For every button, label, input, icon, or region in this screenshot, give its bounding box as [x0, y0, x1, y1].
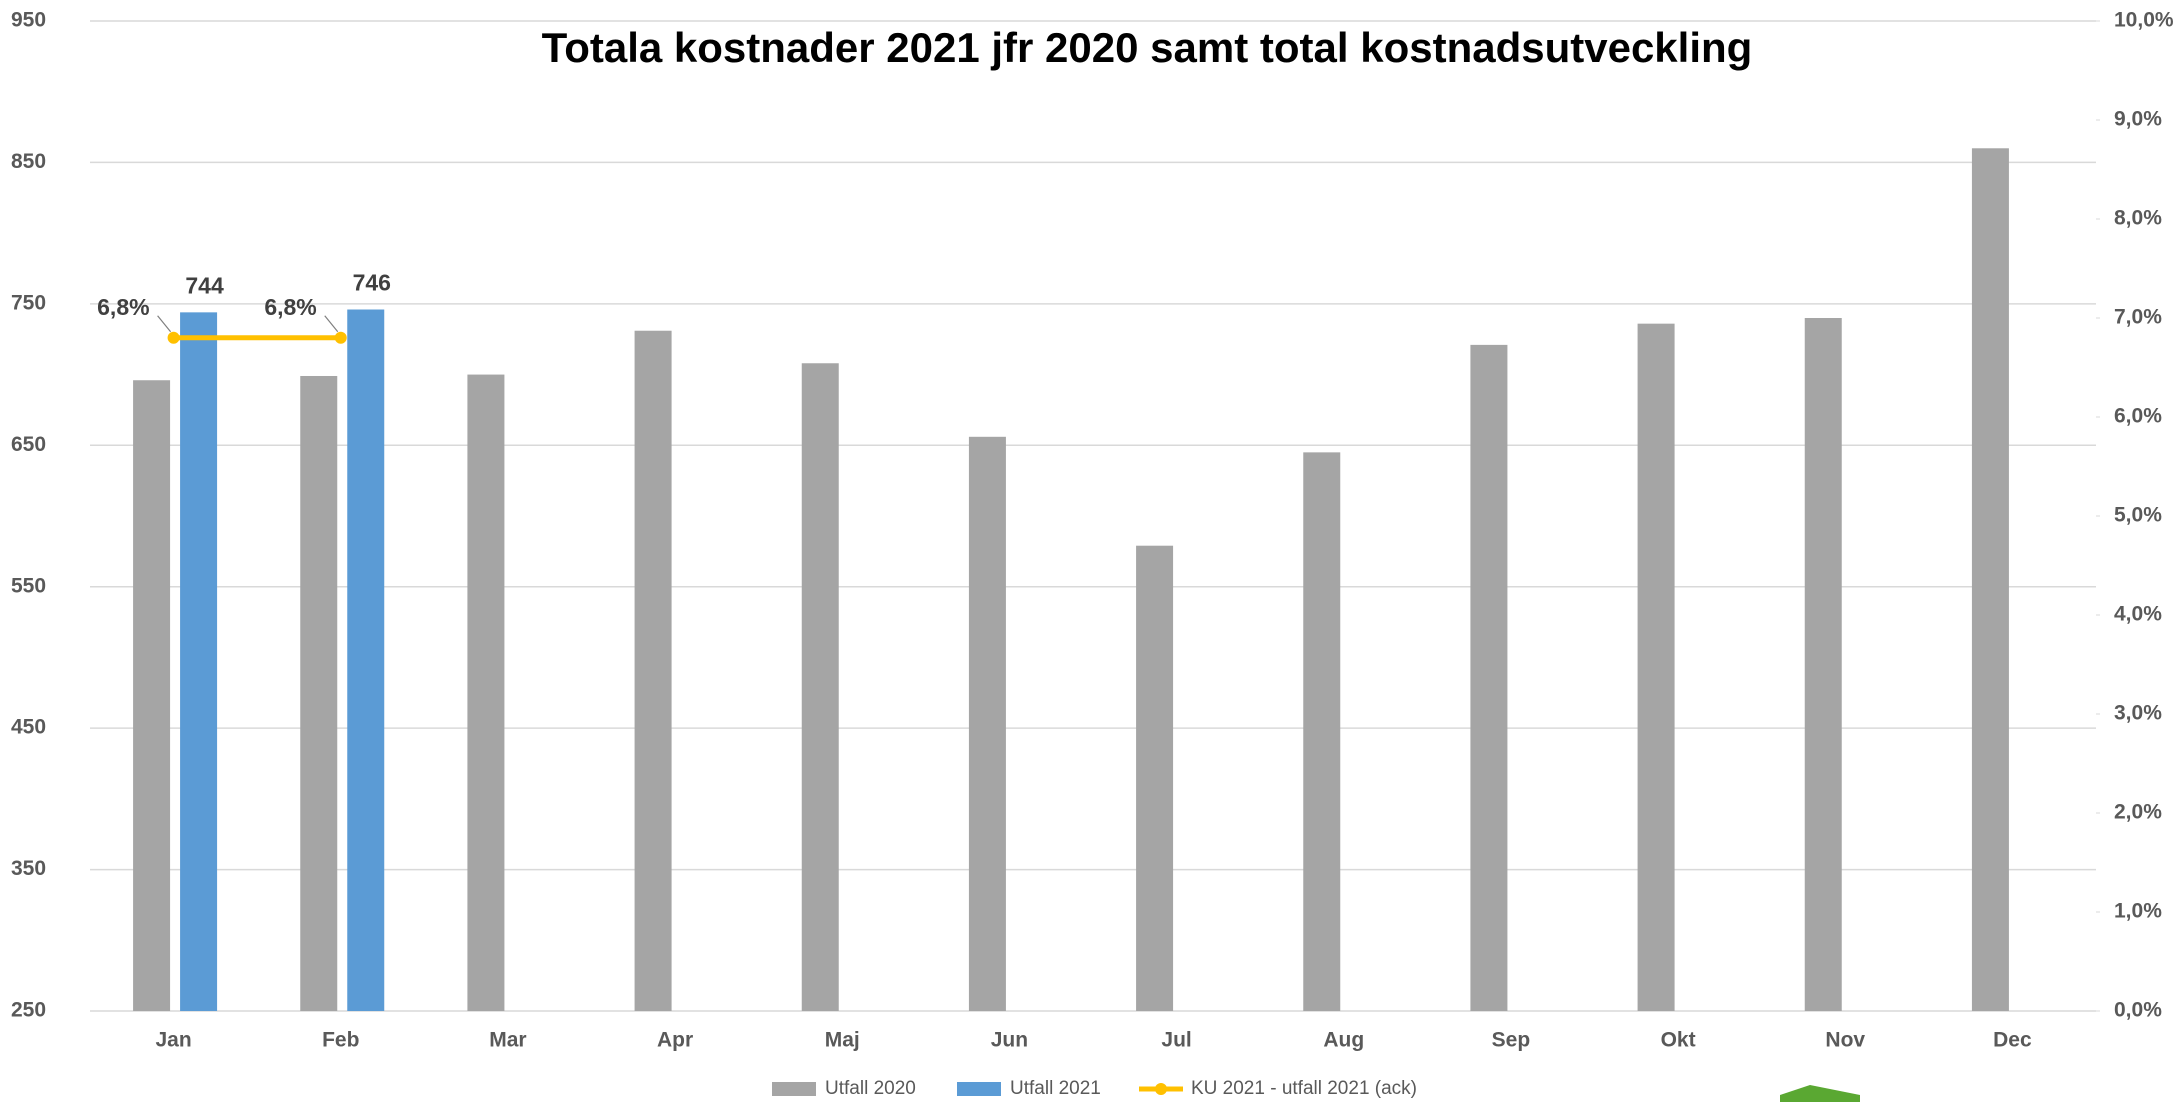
logo [1780, 1085, 1860, 1102]
legend-swatch [957, 1082, 1001, 1096]
legend-label: Utfall 2020 [825, 1078, 916, 1099]
y-tick-label: 450 [11, 716, 46, 739]
legend-label: KU 2021 - utfall 2021 (ack) [1191, 1078, 1417, 1099]
y-tick-label: 750 [11, 291, 46, 314]
y-tick-label: 350 [11, 857, 46, 880]
data-label: 746 [353, 270, 391, 296]
y2-tick-label: 2,0% [2114, 801, 2162, 824]
legend-label: Utfall 2021 [1010, 1078, 1101, 1099]
x-tick-label: Mar [489, 1029, 526, 1052]
bar [1303, 452, 1341, 1011]
bar [467, 374, 505, 1012]
x-tick-label: Sep [1492, 1029, 1531, 1052]
bar [968, 436, 1006, 1011]
bar [300, 375, 338, 1011]
bar [1971, 148, 2009, 1012]
line-marker [334, 331, 347, 344]
y2-tick-label: 0,0% [2114, 999, 2162, 1022]
legend-swatch [1155, 1083, 1167, 1095]
bar [634, 330, 672, 1011]
x-tick-label: Okt [1661, 1029, 1696, 1052]
y2-tick-label: 10,0% [2114, 9, 2174, 32]
data-label: 6,8% [264, 294, 316, 320]
y-tick-label: 650 [11, 433, 46, 456]
y2-tick-label: 6,0% [2114, 405, 2162, 428]
y-tick-label: 950 [11, 9, 46, 32]
x-tick-label: Maj [825, 1029, 860, 1052]
bar [1637, 323, 1675, 1012]
y2-tick-label: 3,0% [2114, 702, 2162, 725]
y2-tick-label: 5,0% [2114, 504, 2162, 527]
legend-swatch [772, 1082, 816, 1096]
leader [157, 315, 172, 333]
x-tick-label: Dec [1993, 1029, 2032, 1052]
leader [324, 315, 339, 333]
y-tick-label: 250 [11, 999, 46, 1022]
x-tick-label: Jun [991, 1029, 1028, 1052]
y-tick-label: 850 [11, 150, 46, 173]
bar [1136, 545, 1174, 1011]
y2-tick-label: 4,0% [2114, 603, 2162, 626]
x-tick-label: Jul [1161, 1029, 1191, 1052]
y2-tick-label: 9,0% [2114, 108, 2162, 131]
y2-tick-label: 1,0% [2114, 900, 2162, 923]
data-label: 6,8% [97, 294, 149, 320]
y2-tick-label: 7,0% [2114, 306, 2162, 329]
y2-tick-label: 8,0% [2114, 207, 2162, 230]
y-tick-label: 550 [11, 574, 46, 597]
bar [801, 363, 839, 1011]
x-tick-label: Apr [657, 1029, 693, 1052]
data-label: 744 [185, 272, 224, 298]
bar [180, 312, 218, 1011]
x-tick-label: Jan [155, 1029, 191, 1052]
bar [1470, 344, 1508, 1011]
x-tick-label: Aug [1323, 1029, 1364, 1052]
bar [1804, 318, 1842, 1011]
bar [347, 309, 385, 1011]
x-tick-label: Feb [322, 1029, 359, 1052]
chart-title: Totala kostnader 2021 jfr 2020 samt tota… [542, 24, 1753, 71]
bar [133, 380, 171, 1011]
line-marker [167, 331, 180, 344]
x-tick-label: Nov [1825, 1029, 1865, 1052]
